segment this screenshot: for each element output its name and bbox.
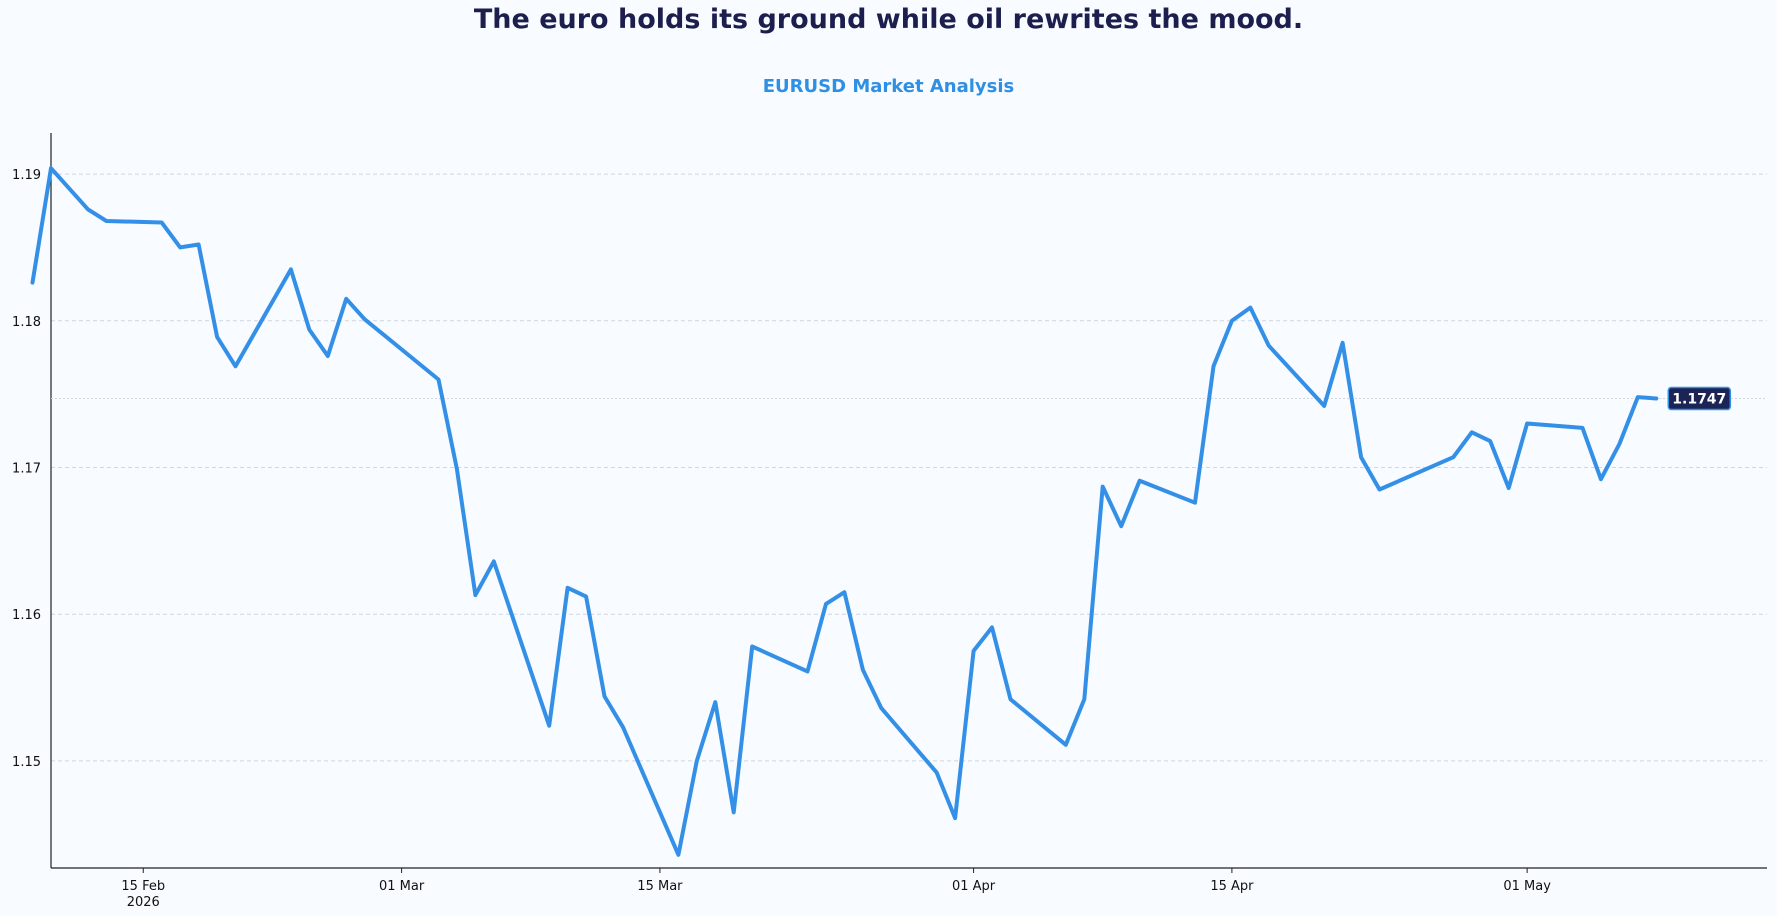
last-value-badge [1667,386,1732,411]
y-tick-label: 1.17 [12,461,41,476]
y-tick-label: 1.19 [12,168,41,183]
x-tick-label: 01 May [1503,879,1551,894]
series-line [30,166,1659,857]
x-tick-sublabel: 2026 [127,895,160,910]
x-tick-label: 15 Mar [637,879,683,894]
x-tick-label: 15 Feb [121,879,165,894]
x-tick-label: 01 Mar [379,879,425,894]
chart-subtitle: EURUSD Market Analysis [762,76,1015,97]
chart-title: The euro holds its ground while oil rewr… [473,4,1304,35]
y-tick-label: 1.16 [12,608,41,623]
x-tick-label: 15 Apr [1210,879,1254,894]
y-tick-label: 1.15 [12,755,41,770]
last-value-badge-text: 1.1747 [1672,392,1726,408]
y-tick-label: 1.18 [12,315,41,330]
x-tick-label: 01 Apr [952,879,996,894]
